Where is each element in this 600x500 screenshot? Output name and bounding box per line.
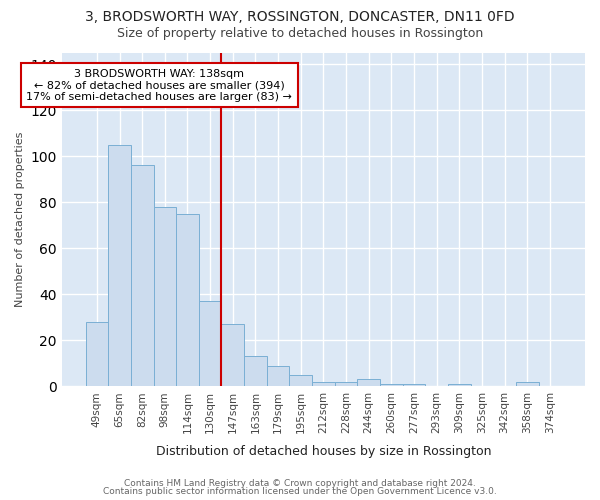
Bar <box>358 380 380 386</box>
Bar <box>108 144 131 386</box>
Bar <box>516 382 539 386</box>
Text: Contains public sector information licensed under the Open Government Licence v3: Contains public sector information licen… <box>103 487 497 496</box>
Bar <box>403 384 425 386</box>
Bar <box>312 382 335 386</box>
Text: 3, BRODSWORTH WAY, ROSSINGTON, DONCASTER, DN11 0FD: 3, BRODSWORTH WAY, ROSSINGTON, DONCASTER… <box>85 10 515 24</box>
Bar <box>86 322 108 386</box>
X-axis label: Distribution of detached houses by size in Rossington: Distribution of detached houses by size … <box>155 444 491 458</box>
Bar <box>154 207 176 386</box>
Bar <box>335 382 358 386</box>
Bar <box>380 384 403 386</box>
Bar <box>448 384 470 386</box>
Bar <box>131 166 154 386</box>
Bar <box>244 356 267 386</box>
Text: Contains HM Land Registry data © Crown copyright and database right 2024.: Contains HM Land Registry data © Crown c… <box>124 478 476 488</box>
Bar <box>176 214 199 386</box>
Bar <box>199 301 221 386</box>
Bar <box>289 375 312 386</box>
Bar <box>221 324 244 386</box>
Y-axis label: Number of detached properties: Number of detached properties <box>15 132 25 307</box>
Text: 3 BRODSWORTH WAY: 138sqm
← 82% of detached houses are smaller (394)
17% of semi-: 3 BRODSWORTH WAY: 138sqm ← 82% of detach… <box>26 68 292 102</box>
Text: Size of property relative to detached houses in Rossington: Size of property relative to detached ho… <box>117 28 483 40</box>
Bar <box>267 366 289 386</box>
